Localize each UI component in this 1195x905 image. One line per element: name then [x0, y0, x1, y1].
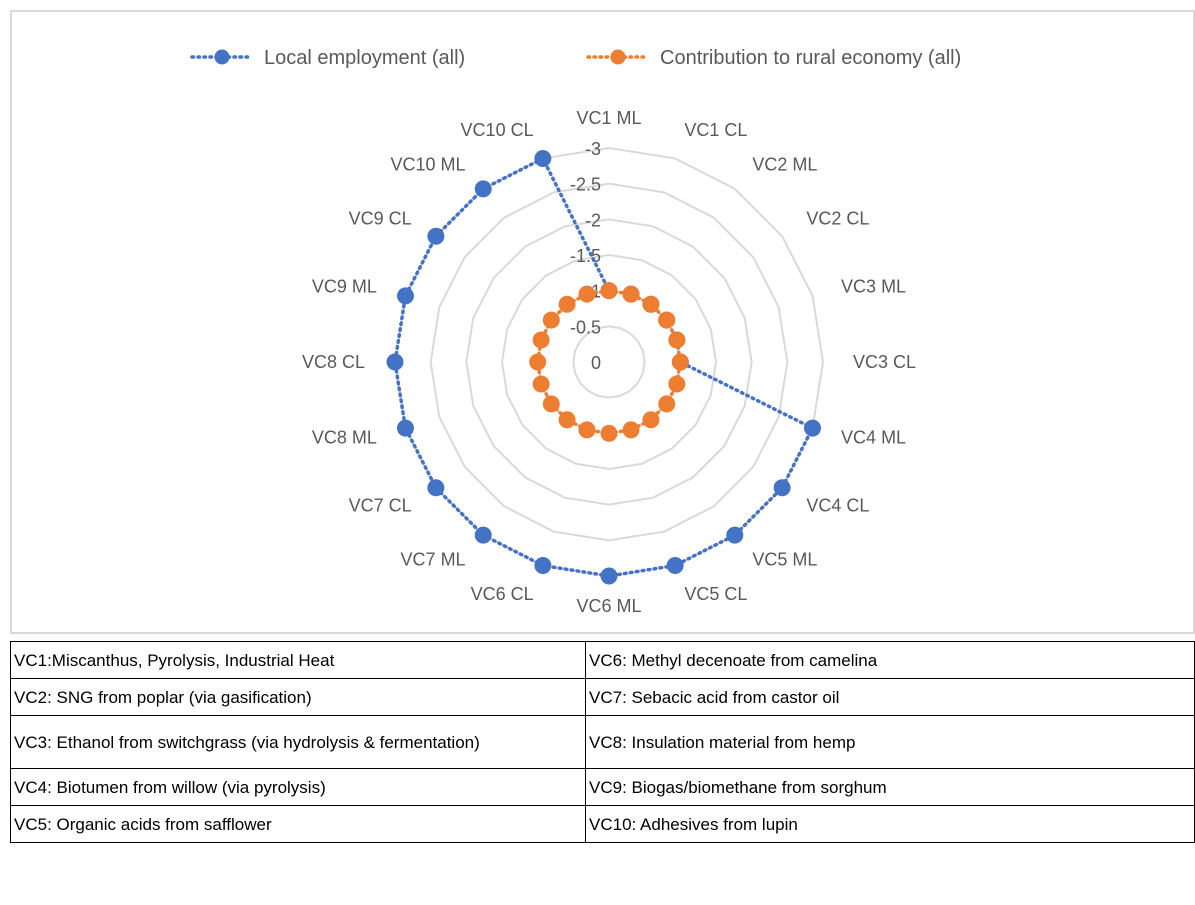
- category-label: VC10 CL: [461, 120, 534, 140]
- category-label: VC8 ML: [312, 427, 377, 447]
- data-point: [558, 411, 576, 429]
- data-point: [773, 479, 791, 497]
- data-point: [427, 227, 445, 245]
- chart-legend: Local employment (all) Contribution to ru…: [190, 47, 961, 69]
- series-1: [529, 282, 689, 442]
- data-point: [474, 526, 492, 544]
- table-cell: VC9: Biogas/biomethane from sorghum: [585, 768, 1195, 806]
- series-line: [535, 288, 683, 436]
- data-point: [658, 395, 676, 413]
- axis-tick-labels: 0-0.5-1-1.5-2-2.5-3: [570, 139, 601, 373]
- category-label: VC6 ML: [576, 596, 641, 616]
- category-label: VC2 ML: [752, 155, 817, 175]
- data-point: [542, 395, 560, 413]
- chart-area: Local employment (all) Contribution to ru…: [10, 10, 1195, 634]
- radar-chart: Local employment (all) Contribution to ru…: [190, 47, 961, 616]
- category-label: VC2 CL: [806, 209, 869, 229]
- table-row: VC5: Organic acids from safflower VC10: …: [10, 805, 1195, 843]
- table-cell: VC4: Biotumen from willow (via pyrolysis…: [10, 768, 586, 806]
- category-label: VC4 ML: [841, 427, 906, 447]
- data-point: [642, 295, 660, 313]
- data-point: [668, 331, 686, 349]
- data-point: [622, 421, 640, 439]
- category-label: VC9 CL: [349, 209, 412, 229]
- data-point: [532, 331, 550, 349]
- series-0: [386, 149, 822, 585]
- legend-item: Contribution to rural economy (all): [586, 47, 961, 69]
- data-point: [622, 285, 640, 303]
- data-point: [671, 353, 689, 371]
- table-row: VC2: SNG from poplar (via gasification) …: [10, 678, 1195, 716]
- series-group: [386, 149, 822, 585]
- table-cell: VC10: Adhesives from lupin: [585, 805, 1195, 843]
- data-point: [578, 421, 596, 439]
- legend-label: Local employment (all): [264, 47, 465, 69]
- category-label: VC7 ML: [401, 549, 466, 569]
- legend-marker: [610, 49, 626, 65]
- table-cell: VC3: Ethanol from switchgrass (via hydro…: [10, 715, 586, 769]
- table-cell: VC6: Methyl decenoate from camelina: [585, 641, 1195, 679]
- data-point: [666, 557, 684, 575]
- table-cell: VC7: Sebacic acid from castor oil: [585, 678, 1195, 716]
- value-chain-legend-table: VC1:Miscanthus, Pyrolysis, Industrial He…: [10, 641, 1195, 843]
- data-point: [726, 526, 744, 544]
- category-label: VC3 CL: [853, 352, 916, 372]
- tick-label: -2.5: [570, 175, 601, 195]
- table-row: VC1:Miscanthus, Pyrolysis, Industrial He…: [10, 641, 1195, 679]
- table-cell: VC8: Insulation material from hemp: [585, 715, 1195, 769]
- data-point: [600, 567, 618, 585]
- category-label: VC1 ML: [576, 108, 641, 128]
- legend-marker: [214, 49, 230, 65]
- data-point: [534, 149, 552, 167]
- category-label: VC5 CL: [684, 584, 747, 604]
- legend-label: Contribution to rural economy (all): [660, 47, 961, 69]
- category-label: VC4 CL: [806, 495, 869, 515]
- tick-label: -2: [585, 210, 601, 230]
- data-point: [600, 282, 618, 300]
- category-label: VC1 CL: [684, 120, 747, 140]
- legend-item: Local employment (all): [190, 47, 465, 69]
- data-point: [658, 311, 676, 329]
- grid-ring: [429, 182, 789, 542]
- data-point: [558, 295, 576, 313]
- data-point: [529, 353, 547, 371]
- category-label: VC6 CL: [471, 584, 534, 604]
- data-point: [668, 375, 686, 393]
- category-label: VC9 ML: [312, 277, 377, 297]
- grid-ring: [500, 253, 718, 471]
- category-label: VC3 ML: [841, 277, 906, 297]
- data-point: [534, 557, 552, 575]
- grid-ring: [465, 218, 753, 506]
- category-label: VC5 ML: [752, 549, 817, 569]
- tick-label: 0: [591, 353, 601, 373]
- category-label: VC10 ML: [391, 155, 466, 175]
- table-cell: VC2: SNG from poplar (via gasification): [10, 678, 586, 716]
- data-point: [578, 285, 596, 303]
- table-row: VC4: Biotumen from willow (via pyrolysis…: [10, 768, 1195, 806]
- grid-ring: [572, 325, 646, 399]
- tick-label: -3: [585, 139, 601, 159]
- data-point: [532, 375, 550, 393]
- data-point: [396, 419, 414, 437]
- category-label: VC7 CL: [349, 495, 412, 515]
- data-point: [642, 411, 660, 429]
- data-point: [804, 419, 822, 437]
- data-point: [600, 424, 618, 442]
- data-point: [386, 353, 404, 371]
- data-point: [542, 311, 560, 329]
- table-cell: VC1:Miscanthus, Pyrolysis, Industrial He…: [10, 641, 586, 679]
- tick-label: -0.5: [570, 317, 601, 337]
- category-label: VC8 CL: [302, 352, 365, 372]
- data-point: [427, 479, 445, 497]
- table-row: VC3: Ethanol from switchgrass (via hydro…: [10, 715, 1195, 769]
- data-point: [474, 180, 492, 198]
- data-point: [396, 287, 414, 305]
- table-cell: VC5: Organic acids from safflower: [10, 805, 586, 843]
